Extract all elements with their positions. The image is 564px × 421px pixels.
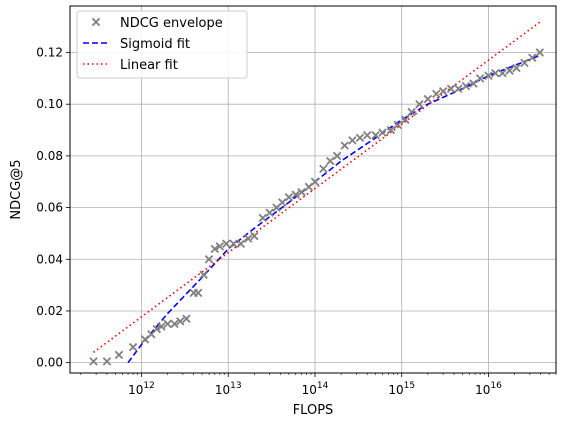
envelope-point — [157, 322, 166, 331]
envelope-point — [423, 94, 433, 104]
envelope-point — [498, 68, 507, 78]
y-axis-label: NDCG@5 — [9, 159, 24, 219]
x-tick-label: 1014 — [302, 381, 329, 397]
envelope-point — [528, 53, 537, 62]
envelope-point — [278, 198, 287, 207]
envelope-point — [491, 68, 500, 78]
y-axis-ticks: 0.00 0.02 0.04 0.06 0.08 0.10 0.12 — [36, 46, 70, 370]
envelope-point — [535, 48, 545, 57]
envelope-point — [210, 244, 220, 254]
envelope-point — [128, 342, 138, 352]
envelope-point — [332, 151, 342, 161]
envelope-point — [204, 255, 214, 264]
envelope-point — [340, 141, 349, 150]
y-tick-label: 0.08 — [36, 149, 63, 163]
envelope-point — [114, 350, 124, 360]
envelope-points — [89, 48, 545, 366]
envelope-point — [193, 288, 203, 298]
envelope-point — [401, 115, 410, 124]
envelope-point — [284, 193, 294, 202]
envelope-point — [393, 120, 403, 130]
envelope-point — [520, 58, 529, 68]
envelope-point — [176, 317, 185, 326]
envelope-point — [415, 99, 424, 109]
x-tick-label: 1016 — [475, 381, 502, 397]
envelope-point — [371, 130, 380, 140]
envelope-point — [152, 324, 161, 334]
envelope-point — [243, 234, 253, 243]
legend-item: Sigmoid fit — [83, 37, 190, 52]
legend-item: Linear fit — [83, 58, 178, 73]
envelope-point — [250, 231, 259, 241]
envelope-point — [378, 128, 387, 137]
linear-fit-line — [93, 20, 542, 353]
y-tick-label: 0.10 — [36, 97, 63, 111]
x-axis-ticks: 1012 1013 1014 1015 1016 — [128, 373, 502, 397]
x-tick-label: 1012 — [128, 381, 155, 397]
y-tick-label: 0.12 — [36, 46, 63, 60]
legend-label: NDCG envelope — [120, 16, 223, 31]
plot-frame — [69, 5, 557, 374]
grid — [70, 6, 556, 373]
envelope-point — [432, 89, 441, 99]
envelope-point — [475, 74, 485, 83]
envelope-point — [355, 133, 365, 143]
envelope-point — [89, 357, 98, 366]
envelope-point — [291, 190, 300, 199]
envelope-point — [446, 84, 456, 93]
envelope-point — [386, 125, 396, 135]
envelope-point — [236, 239, 246, 249]
envelope-point — [199, 270, 208, 280]
envelope-point — [297, 187, 306, 197]
envelope-point — [222, 239, 231, 249]
envelope-point — [461, 81, 471, 91]
envelope-point — [310, 177, 320, 186]
envelope-point — [163, 319, 172, 329]
envelope-point — [215, 242, 225, 251]
envelope-point — [348, 136, 357, 145]
x-tick-label: 1015 — [388, 381, 415, 397]
legend-marker — [91, 17, 101, 27]
x-axis-label: FLOPS — [293, 403, 334, 418]
legend-label: Linear fit — [120, 58, 178, 73]
envelope-point — [102, 357, 112, 366]
envelope-point — [265, 208, 274, 217]
envelope-point — [469, 79, 478, 88]
y-tick-label: 0.04 — [36, 252, 63, 266]
y-tick-label: 0.06 — [36, 201, 63, 215]
envelope-point — [326, 156, 335, 166]
legend-item: NDCG envelope — [91, 16, 223, 31]
envelope-point — [182, 314, 191, 323]
x-tick-label: 1013 — [215, 381, 242, 397]
envelope-point — [454, 84, 463, 93]
envelope-point — [362, 130, 372, 140]
y-tick-label: 0.00 — [36, 356, 63, 370]
y-tick-label: 0.02 — [36, 304, 63, 318]
legend-label: Sigmoid fit — [120, 37, 190, 52]
envelope-point — [319, 164, 328, 174]
legend: NDCG envelope Sigmoid fit Linear fit — [76, 10, 248, 79]
envelope-point — [407, 107, 416, 117]
envelope-point — [438, 87, 448, 96]
envelope-point — [505, 66, 514, 75]
legend-box — [76, 10, 248, 79]
minor-ticks — [80, 373, 557, 375]
envelope-point — [484, 71, 493, 81]
envelope-point — [229, 239, 238, 249]
envelope-point — [170, 319, 179, 329]
envelope-point — [258, 213, 267, 223]
envelope-point — [512, 63, 521, 73]
